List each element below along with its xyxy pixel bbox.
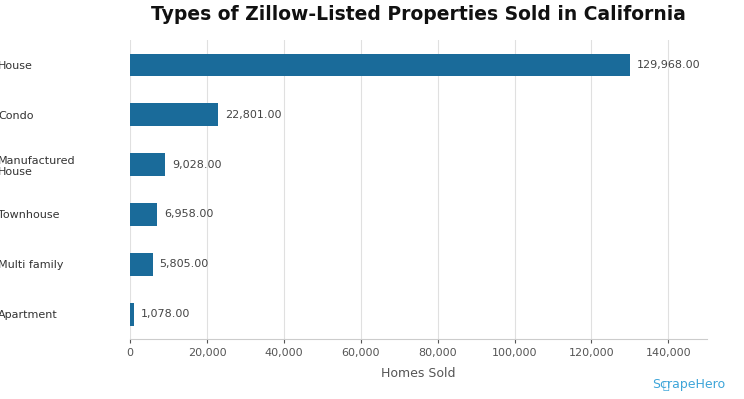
Text: 22,801.00: 22,801.00 bbox=[225, 110, 281, 120]
Text: 5,805.00: 5,805.00 bbox=[159, 259, 208, 269]
Bar bbox=[130, 253, 153, 276]
X-axis label: Homes Sold: Homes Sold bbox=[381, 367, 456, 379]
Bar bbox=[130, 203, 157, 226]
Title: Types of Zillow-Listed Properties Sold in California: Types of Zillow-Listed Properties Sold i… bbox=[151, 6, 686, 24]
Text: ScrapeHero: ScrapeHero bbox=[652, 378, 725, 391]
Text: ⛨: ⛨ bbox=[663, 381, 670, 391]
Text: 9,028.00: 9,028.00 bbox=[172, 160, 221, 170]
Bar bbox=[130, 103, 218, 126]
Text: 1,078.00: 1,078.00 bbox=[141, 309, 190, 319]
Bar bbox=[130, 153, 165, 176]
Text: 6,958.00: 6,958.00 bbox=[164, 209, 214, 219]
Bar bbox=[130, 303, 135, 326]
Bar bbox=[130, 53, 630, 76]
Text: 129,968.00: 129,968.00 bbox=[637, 60, 700, 70]
